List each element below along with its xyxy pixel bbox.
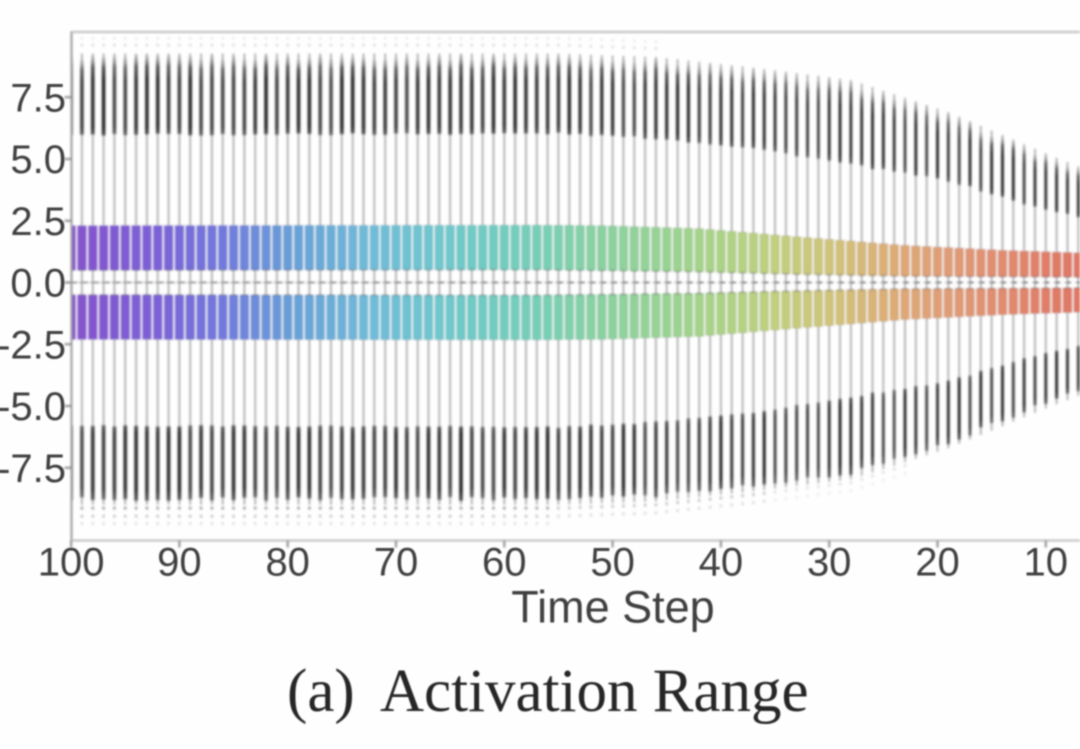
svg-text:80: 80 [265,541,310,585]
svg-text:50: 50 [590,541,635,585]
svg-text:2.5: 2.5 [10,200,66,244]
svg-text:0.0: 0.0 [10,262,66,306]
svg-text:90: 90 [157,541,202,585]
svg-text:20: 20 [915,541,960,585]
svg-text:7.5: 7.5 [10,77,66,121]
svg-text:Time Step: Time Step [511,582,714,633]
svg-text:-5.0: -5.0 [0,385,66,429]
svg-text:60: 60 [482,541,527,585]
svg-text:5.0: 5.0 [10,138,66,182]
svg-text:-2.5: -2.5 [0,323,66,367]
svg-text:30: 30 [807,541,852,585]
svg-text:Activation Range: Activation Range [380,658,809,725]
svg-text:100: 100 [38,541,105,585]
svg-text:(a): (a) [287,658,355,725]
svg-text:-7.5: -7.5 [0,447,66,491]
svg-text:70: 70 [374,541,419,585]
svg-text:40: 40 [699,541,744,585]
svg-text:10: 10 [1024,541,1069,585]
